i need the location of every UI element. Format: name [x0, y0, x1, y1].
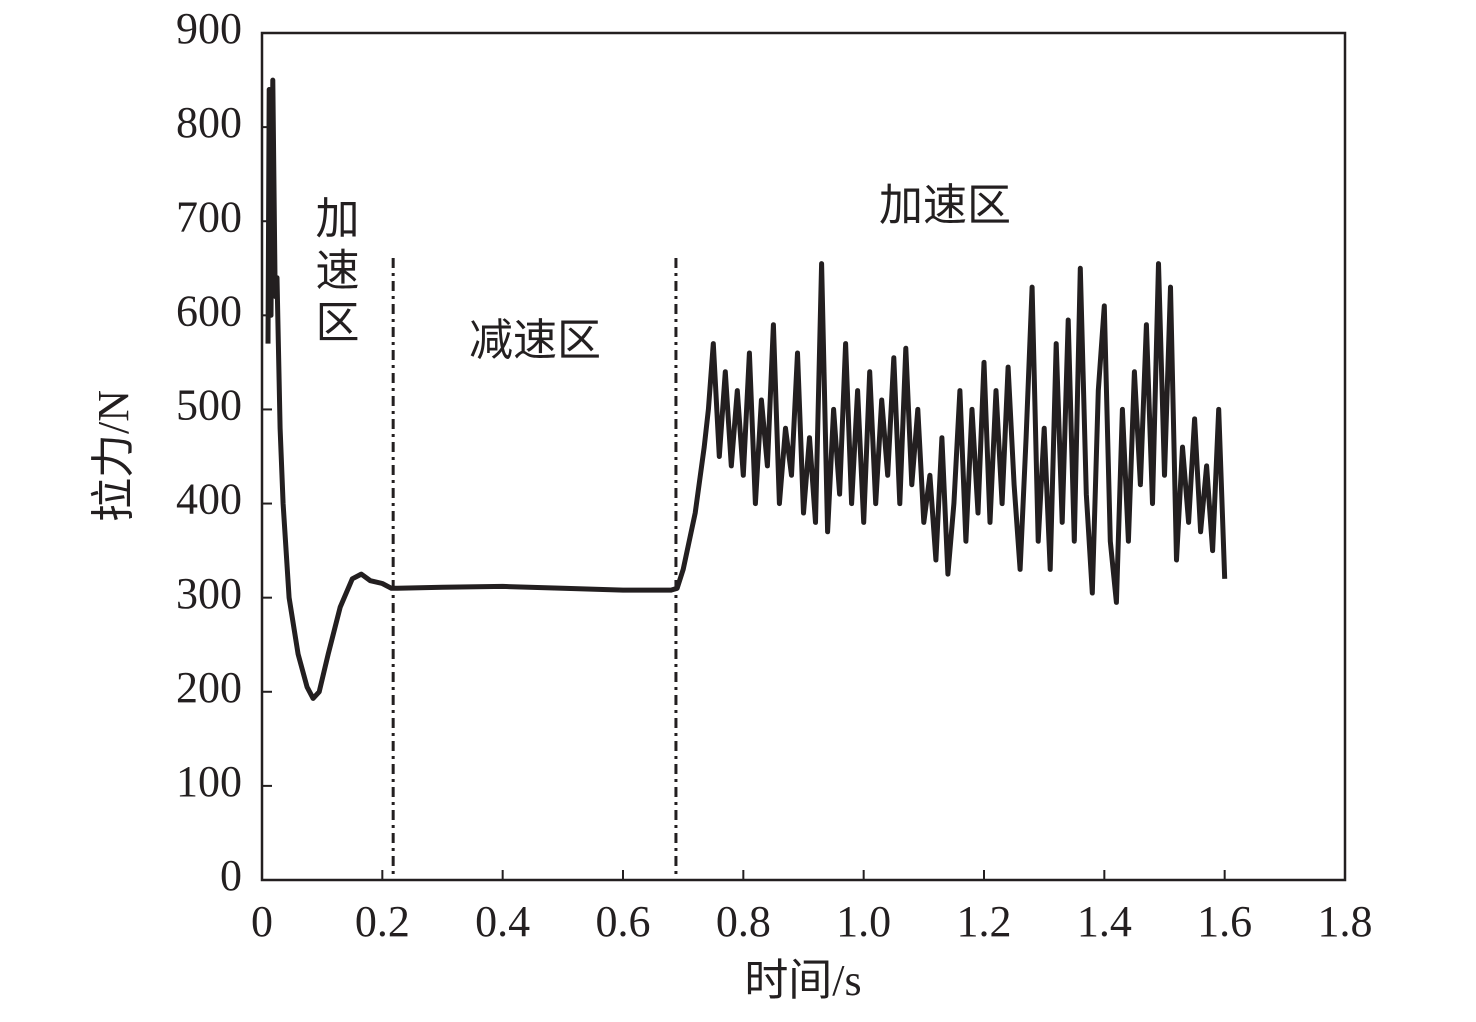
y-axis-label: 拉力/N: [89, 390, 138, 522]
x-tick-label: 0.8: [716, 897, 771, 946]
data-line: [265, 77, 1228, 701]
region-label: 减速区: [469, 316, 601, 365]
y-tick-label: 400: [176, 475, 242, 524]
y-tick-label: 500: [176, 381, 242, 430]
x-tick-label: 0.4: [475, 897, 530, 946]
y-tick-label: 200: [176, 663, 242, 712]
x-tick-label: 1.0: [836, 897, 891, 946]
x-tick-label: 0.6: [596, 897, 651, 946]
y-tick-label: 100: [176, 757, 242, 806]
x-tick-label: 1.2: [957, 897, 1012, 946]
x-tick-label: 1.8: [1318, 897, 1373, 946]
region-label: 加速区: [309, 195, 359, 351]
x-tick-label: 0.2: [355, 897, 410, 946]
x-tick-label: 0: [251, 897, 273, 946]
y-tick-label: 0: [220, 851, 242, 900]
y-tick-label: 700: [176, 192, 242, 241]
x-tick-label: 1.6: [1197, 897, 1252, 946]
plot-frame: [260, 31, 1347, 882]
y-tick-label: 800: [176, 98, 242, 147]
y-tick-label: 600: [176, 286, 242, 335]
x-axis-label: 时间/s: [744, 956, 861, 1005]
x-tick-label: 1.4: [1077, 897, 1132, 946]
y-tick-label: 300: [176, 569, 242, 618]
y-tick-label: 900: [176, 4, 242, 53]
region-label: 加速区: [879, 181, 1011, 230]
